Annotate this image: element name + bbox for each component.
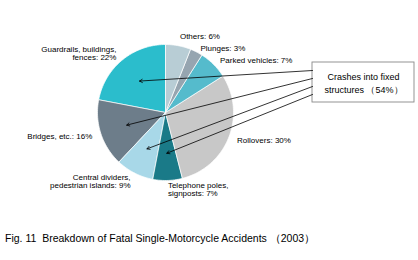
svg-text:Plunges: 3%: Plunges: 3% (200, 44, 245, 53)
svg-text:Others: 6%: Others: 6% (180, 32, 220, 41)
svg-text:Guardrails, buildings,fences:: Guardrails, buildings,fences: 22% (41, 45, 116, 62)
svg-text:Crashes into fixedstructures （: Crashes into fixedstructures （54%） (324, 72, 402, 95)
svg-text:Central dividers,pedestrian is: Central dividers,pedestrian islands: 9% (50, 173, 131, 190)
svg-text:Bridges, etc.: 16%: Bridges, etc.: 16% (27, 132, 92, 141)
html-text:Fig. 11 Breakdown of Fatal Sin: Fig. 11 Breakdown of Fatal Single-Motorc… (5, 232, 316, 244)
svg-text:Telephone poles,signposts: 7%: Telephone poles,signposts: 7% (168, 181, 229, 198)
svg-text:Rollovers: 30%: Rollovers: 30% (237, 136, 291, 145)
svg-text:Parked vehicles: 7%: Parked vehicles: 7% (220, 56, 292, 65)
